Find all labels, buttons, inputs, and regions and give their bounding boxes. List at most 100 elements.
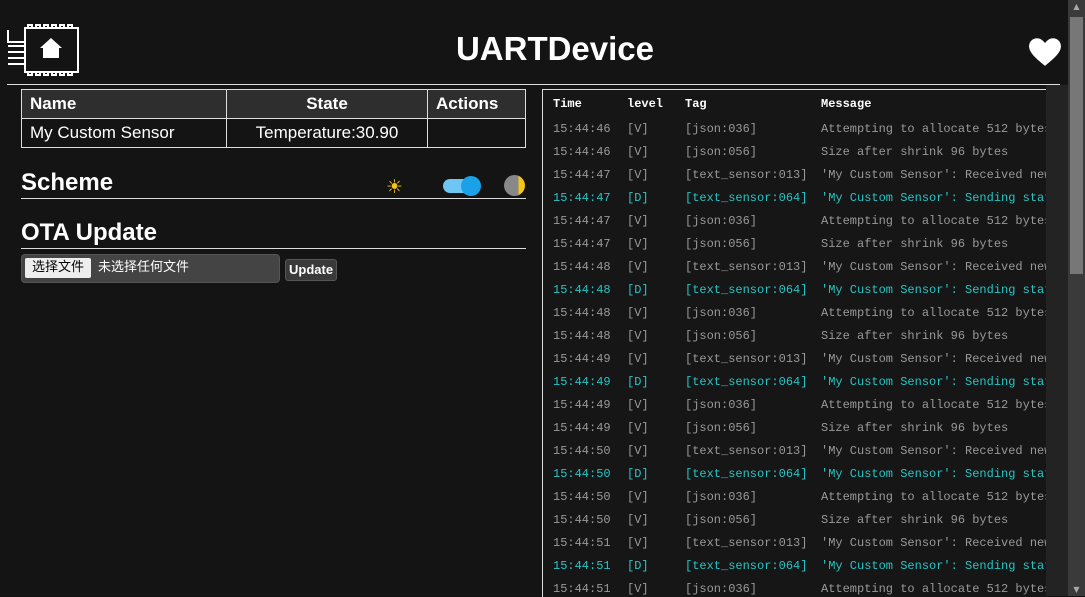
log-message: 'My Custom Sensor': Sending stat — [821, 191, 1047, 205]
log-level: [D] — [627, 375, 649, 389]
file-input[interactable]: 选择文件 未选择任何文件 — [21, 254, 280, 283]
log-time: 15:44:51 — [553, 536, 611, 550]
table-row: My Custom Sensor Temperature:30.90 — [21, 118, 526, 148]
col-actions: Actions — [427, 89, 526, 119]
log-time: 15:44:51 — [553, 582, 611, 596]
log-message: 'My Custom Sensor': Sending stat — [821, 283, 1047, 297]
entity-table: Name State Actions My Custom Sensor Temp… — [21, 89, 526, 148]
log-tag: [text_sensor:064] — [685, 283, 808, 297]
log-tag: [text_sensor:013] — [685, 352, 808, 366]
log-message: 'My Custom Sensor': Sending stat — [821, 559, 1047, 573]
log-level: [V] — [627, 214, 649, 228]
log-level: [V] — [627, 145, 649, 159]
log-level: [V] — [627, 444, 649, 458]
scrollbar-thumb[interactable] — [1070, 17, 1083, 274]
log-tag: [text_sensor:013] — [685, 536, 808, 550]
log-time: 15:44:50 — [553, 467, 611, 481]
log-time: 15:44:47 — [553, 168, 611, 182]
log-panel[interactable]: Time level Tag Message 15:44:46 [V] [json:… — [542, 89, 1047, 597]
log-time: 15:44:48 — [553, 283, 611, 297]
log-message: Size after shrink 96 bytes — [821, 237, 1009, 251]
chip-home-icon[interactable] — [6, 22, 82, 78]
log-time: 15:44:49 — [553, 398, 611, 412]
log-message: 'My Custom Sensor': Received new — [821, 352, 1047, 366]
log-message: 'My Custom Sensor': Sending stat — [821, 375, 1047, 389]
moon-icon — [504, 175, 525, 196]
log-level: [V] — [627, 513, 649, 527]
log-time: 15:44:50 — [553, 490, 611, 504]
log-time: 15:44:49 — [553, 352, 611, 366]
log-header-time: Time — [553, 97, 582, 111]
log-gutter — [1046, 85, 1068, 596]
log-time: 15:44:48 — [553, 306, 611, 320]
log-tag: [json:056] — [685, 145, 758, 159]
no-file-label: 未选择任何文件 — [98, 260, 190, 275]
log-message: Attempting to allocate 512 bytes — [821, 214, 1047, 228]
sun-icon: ☀ — [386, 176, 404, 198]
log-level: [V] — [627, 306, 649, 320]
log-level: [V] — [627, 398, 649, 412]
log-tag: [json:036] — [685, 398, 758, 412]
log-header-message: Message — [821, 97, 872, 111]
log-level: [V] — [627, 582, 649, 596]
col-name: Name — [21, 89, 227, 119]
log-level: [V] — [627, 490, 649, 504]
log-tag: [text_sensor:064] — [685, 559, 808, 573]
entity-actions — [427, 118, 526, 148]
log-time: 15:44:51 — [553, 559, 611, 573]
log-message: Size after shrink 96 bytes — [821, 329, 1009, 343]
log-tag: [json:036] — [685, 122, 758, 136]
scheme-heading: Scheme — [21, 169, 526, 199]
log-tag: [text_sensor:013] — [685, 168, 808, 182]
log-tag: [json:056] — [685, 329, 758, 343]
log-level: [V] — [627, 260, 649, 274]
log-level: [D] — [627, 191, 649, 205]
entity-name: My Custom Sensor — [21, 118, 227, 148]
log-tag: [json:036] — [685, 490, 758, 504]
log-level: [V] — [627, 352, 649, 366]
log-level: [V] — [627, 122, 649, 136]
log-message: Size after shrink 96 bytes — [821, 421, 1009, 435]
log-time: 15:44:47 — [553, 237, 611, 251]
scroll-down-icon[interactable]: ▼ — [1073, 585, 1080, 594]
log-tag: [text_sensor:013] — [685, 260, 808, 274]
log-tag: [text_sensor:064] — [685, 191, 808, 205]
log-time: 15:44:47 — [553, 191, 611, 205]
ota-heading: OTA Update — [21, 219, 526, 249]
log-level: [D] — [627, 467, 649, 481]
choose-file-button[interactable]: 选择文件 — [25, 258, 92, 278]
log-tag: [text_sensor:064] — [685, 467, 808, 481]
log-tag: [json:056] — [685, 513, 758, 527]
log-level: [V] — [627, 329, 649, 343]
log-message: 'My Custom Sensor': Received new — [821, 444, 1047, 458]
log-message: Size after shrink 96 bytes — [821, 513, 1009, 527]
page-title: UARTDevice — [455, 30, 655, 67]
log-message: 'My Custom Sensor': Received new — [821, 536, 1047, 550]
log-time: 15:44:47 — [553, 214, 611, 228]
log-header-level: level — [627, 97, 664, 111]
log-level: [V] — [627, 536, 649, 550]
log-message: 'My Custom Sensor': Received new — [821, 168, 1047, 182]
log-message: Attempting to allocate 512 bytes — [821, 398, 1047, 412]
log-header-tag: Tag — [685, 97, 707, 111]
log-time: 15:44:46 — [553, 145, 611, 159]
scroll-up-icon[interactable]: ▲ — [1073, 2, 1080, 11]
log-time: 15:44:48 — [553, 260, 611, 274]
log-tag: [text_sensor:064] — [685, 375, 808, 389]
log-message: 'My Custom Sensor': Received new — [821, 260, 1047, 274]
log-time: 15:44:50 — [553, 444, 611, 458]
page-scrollbar[interactable]: ▲ ▼ — [1068, 0, 1085, 596]
update-button[interactable]: Update — [285, 259, 338, 281]
log-level: [V] — [627, 237, 649, 251]
log-time: 15:44:48 — [553, 329, 611, 343]
log-tag: [json:036] — [685, 582, 758, 596]
entity-state: Temperature:30.90 — [226, 118, 428, 148]
scheme-toggle[interactable] — [443, 176, 481, 196]
log-tag: [json:036] — [685, 214, 758, 228]
heart-icon[interactable] — [1028, 37, 1062, 67]
log-message: 'My Custom Sensor': Sending stat — [821, 467, 1047, 481]
log-time: 15:44:46 — [553, 122, 611, 136]
header-divider — [7, 84, 1060, 85]
log-message: Attempting to allocate 512 bytes — [821, 306, 1047, 320]
